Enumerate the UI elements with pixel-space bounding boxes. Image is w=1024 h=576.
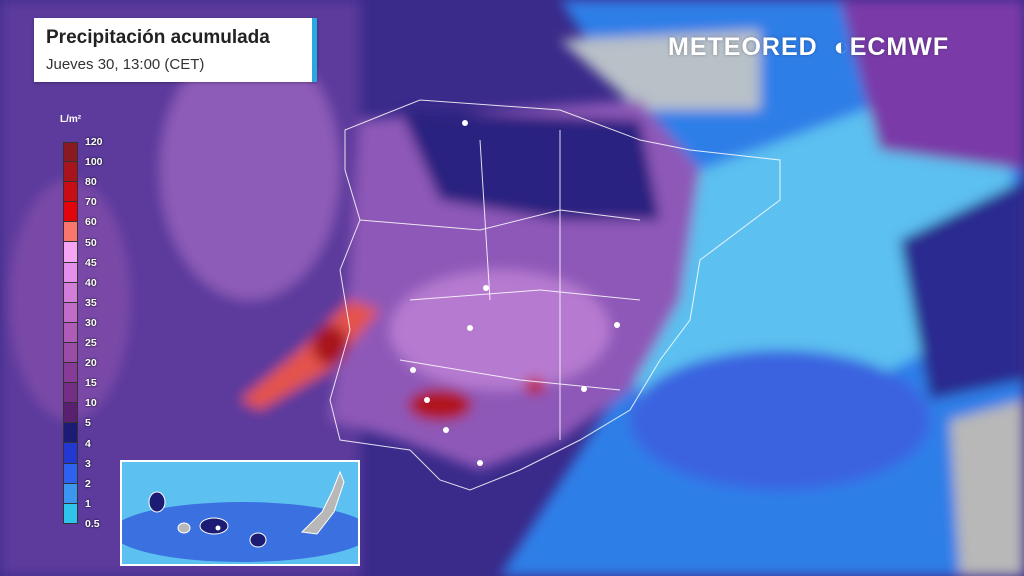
legend-swatch bbox=[63, 142, 78, 163]
ecmwf-logo: ECMWF bbox=[849, 33, 950, 61]
canary-islands-map bbox=[122, 462, 358, 564]
legend-label: 35 bbox=[85, 296, 97, 309]
legend-label: 100 bbox=[85, 156, 103, 169]
legend-swatch bbox=[63, 383, 78, 404]
legend-label: 20 bbox=[85, 357, 97, 370]
legend-swatch bbox=[63, 222, 78, 243]
legend-label: 2 bbox=[85, 477, 91, 490]
legend-swatch bbox=[63, 403, 78, 424]
legend-swatch bbox=[63, 242, 78, 263]
legend-label: 3 bbox=[85, 457, 91, 470]
legend-label: 0.5 bbox=[85, 517, 100, 530]
legend-swatch bbox=[63, 162, 78, 183]
map-timestamp: Jueves 30, 13:00 (CET) bbox=[46, 56, 205, 73]
legend-label: 30 bbox=[85, 316, 97, 329]
legend-swatch bbox=[63, 463, 78, 484]
legend-swatch bbox=[63, 262, 78, 283]
legend-swatch bbox=[63, 483, 78, 504]
legend-swatch bbox=[63, 342, 78, 364]
legend-label: 5 bbox=[85, 417, 91, 430]
legend-swatch bbox=[63, 503, 78, 524]
legend-swatch bbox=[63, 443, 78, 464]
legend-swatch bbox=[63, 423, 78, 444]
legend-label: 70 bbox=[85, 196, 97, 209]
legend-label: 60 bbox=[85, 216, 97, 229]
legend-swatch bbox=[63, 182, 78, 203]
legend-unit: L/m² bbox=[60, 114, 82, 125]
legend-color-bar bbox=[63, 142, 78, 524]
legend-label: 40 bbox=[85, 276, 97, 289]
legend-label: 15 bbox=[85, 377, 97, 390]
legend-label: 25 bbox=[85, 337, 97, 349]
legend-swatch bbox=[63, 363, 78, 384]
title-box: Precipitación acumulada Jueves 30, 13:00… bbox=[34, 18, 317, 82]
legend-label: 50 bbox=[85, 236, 97, 249]
legend-label: 120 bbox=[85, 136, 103, 148]
legend-label: 4 bbox=[85, 437, 91, 450]
canary-islands-inset bbox=[120, 460, 360, 566]
ecmwf-logo-icon: ◐ bbox=[825, 33, 850, 61]
meteored-logo: METEORED bbox=[668, 33, 818, 61]
map-title: Precipitación acumulada bbox=[46, 27, 270, 48]
legend-swatch bbox=[63, 302, 78, 323]
legend-label: 45 bbox=[85, 256, 97, 269]
legend-label: 10 bbox=[85, 397, 97, 410]
legend-swatch bbox=[63, 282, 78, 303]
meteored-ecmwf-logo: METEORED ◐ECMWF bbox=[668, 33, 949, 62]
legend-swatch bbox=[63, 322, 78, 343]
legend-label: 80 bbox=[85, 176, 97, 189]
legend-label: 1 bbox=[85, 497, 91, 510]
legend-swatch bbox=[63, 202, 78, 223]
